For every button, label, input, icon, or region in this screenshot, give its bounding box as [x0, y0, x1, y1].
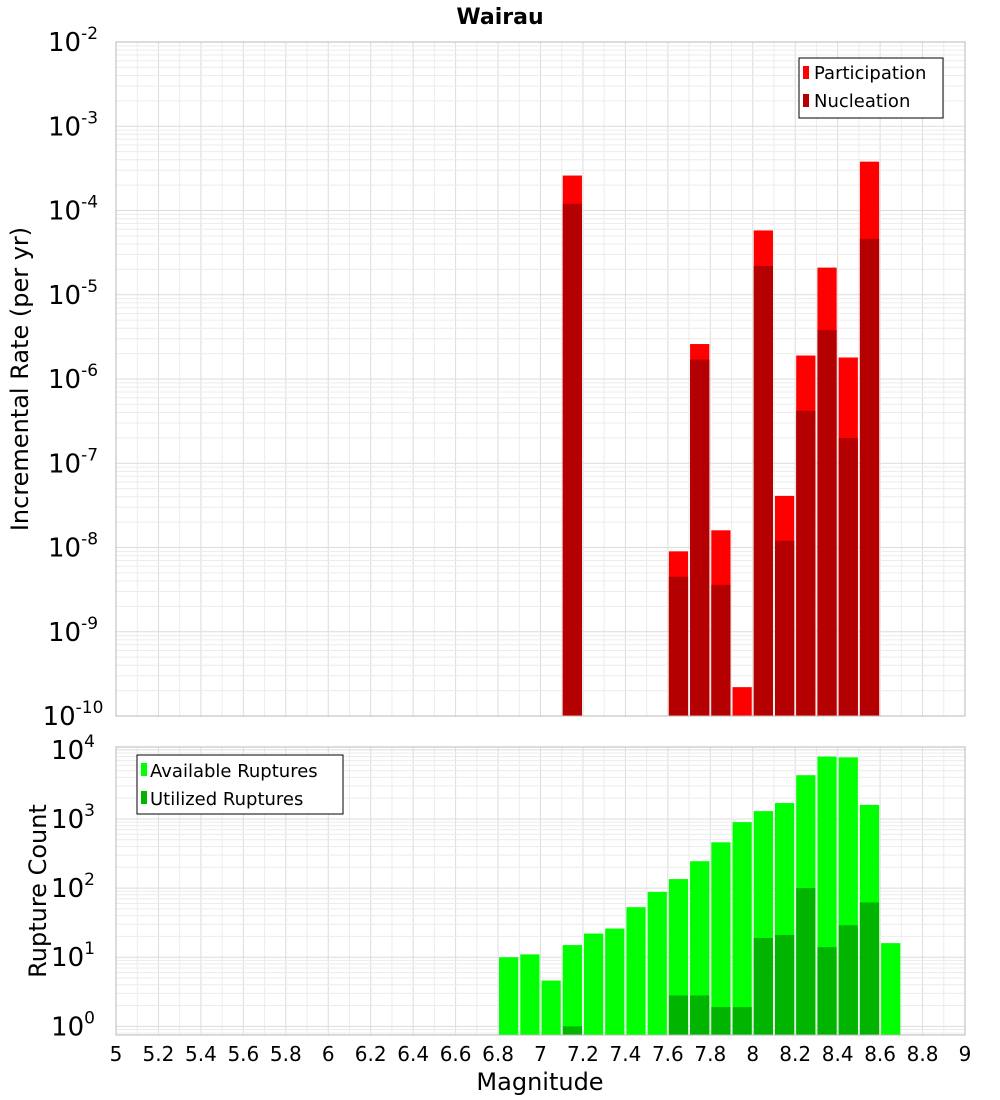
x-tick-label: 7 [534, 1042, 547, 1066]
count-y-tick-label: 104 [51, 732, 95, 766]
count-y-tick-label: 101 [51, 939, 95, 973]
legend-label-nucleation: Nucleation [814, 91, 910, 112]
count-bar-utilized-ruptures [562, 1026, 582, 1035]
x-tick-label: 6.8 [482, 1042, 514, 1066]
x-tick-label: 6 [322, 1042, 335, 1066]
rate-plot-y-axis-label: Incremental Rate (per yr) [6, 227, 34, 531]
rate-bar-nucleation [690, 359, 710, 716]
legend-swatch-available [141, 763, 147, 776]
count-y-tick-label: 102 [51, 870, 95, 904]
rate-bar-nucleation [774, 540, 795, 716]
legend-swatch-utilized [141, 791, 147, 804]
x-tick-label: 7.6 [652, 1042, 684, 1066]
count-bar-utilized-ruptures [817, 947, 837, 1035]
rate-y-tick-label: 10-5 [48, 277, 98, 311]
count-bar-available-ruptures [881, 943, 901, 1035]
rate-bar-nucleation [668, 576, 689, 716]
count-bar-available-ruptures [626, 907, 646, 1035]
count-plot-y-ticks: 104 103 102 101 100 [51, 732, 95, 1043]
count-plot-bars [499, 756, 901, 1035]
rate-plot-grid [115, 42, 966, 717]
x-tick-label: 6.4 [397, 1042, 429, 1066]
x-tick-label: 8.2 [779, 1042, 811, 1066]
rate-plot-y-ticks: 10-2 10-3 10-4 10-5 10-6 10-7 10-8 10-9 10-10 [43, 24, 104, 732]
x-tick-label: 5.8 [270, 1042, 302, 1066]
rate-y-tick-label: 10-2 [48, 24, 98, 58]
rate-bar-nucleation [859, 238, 880, 716]
legend-label-utilized: Utilized Ruptures [150, 789, 303, 810]
count-bar-utilized-ruptures [774, 934, 795, 1035]
rate-bar-nucleation [562, 203, 582, 716]
legend-label-available: Available Ruptures [150, 761, 318, 782]
x-tick-label: 7.4 [609, 1042, 641, 1066]
count-bar-utilized-ruptures [753, 937, 773, 1035]
count-bar-available-ruptures [562, 945, 582, 1035]
rate-bar-nucleation [817, 330, 837, 716]
rate-plot-legend-box [798, 57, 944, 119]
count-y-tick-label: 103 [51, 801, 95, 835]
rate-y-tick-label: 10-10 [43, 698, 104, 732]
x-tick-label: 8.8 [907, 1042, 939, 1066]
x-tick-label: 7.8 [694, 1042, 726, 1066]
count-bar-utilized-ruptures [796, 888, 816, 1035]
count-plot-frame [115, 746, 966, 1036]
x-tick-label: 6.6 [440, 1042, 472, 1066]
rate-plot-legend: Participation Nucleation [798, 57, 944, 119]
rate-bar-nucleation [711, 584, 731, 716]
rate-y-tick-label: 10-8 [48, 530, 98, 564]
count-plot-legend: Available Ruptures Utilized Ruptures [136, 754, 344, 815]
rate-y-tick-label: 10-3 [48, 108, 98, 142]
rate-y-tick-label: 10-6 [48, 361, 98, 395]
rate-plot-bars [562, 161, 880, 717]
legend-swatch-nucleation [803, 94, 809, 107]
count-bar-available-ruptures [583, 933, 604, 1035]
count-bar-available-ruptures [711, 842, 731, 1035]
legend-label-participation: Participation [814, 63, 926, 84]
count-plot-x-ticks: 5 5.2 5.4 5.6 5.8 6 6.2 6.4 6.6 6.8 7 7.2 7.4 7.6 7.8 8… [110, 1042, 972, 1066]
rate-plot: 10-2 10-3 10-4 10-5 10-6 10-7 10-8 10-9 10-10 In… [6, 24, 966, 732]
count-bar-available-ruptures [541, 980, 561, 1035]
rate-bar-nucleation [796, 410, 816, 716]
rate-y-tick-label: 10-4 [48, 193, 98, 227]
count-bar-utilized-ruptures [690, 995, 710, 1035]
x-tick-label: 7.2 [567, 1042, 599, 1066]
count-bar-available-ruptures [690, 861, 710, 1035]
rate-bar-participation [732, 687, 752, 716]
count-bar-available-ruptures [647, 891, 667, 1035]
count-bar-utilized-ruptures [732, 1007, 752, 1035]
count-bar-available-ruptures [732, 822, 752, 1035]
count-plot-y-axis-label: Rupture Count [24, 804, 52, 978]
legend-swatch-participation [803, 66, 809, 79]
rate-bar-nucleation [753, 265, 773, 716]
count-bar-available-ruptures [605, 928, 625, 1035]
x-tick-label: 8.6 [864, 1042, 896, 1066]
count-plot: 104 103 102 101 100 5 5.2 5.4 5.6 5.8 6 6.2 6.4 6.6 6… [24, 732, 971, 1096]
rate-plot-frame [115, 41, 966, 717]
count-bar-available-ruptures [499, 957, 519, 1035]
count-bar-utilized-ruptures [859, 902, 880, 1035]
x-tick-label: 5 [110, 1042, 123, 1066]
x-tick-label: 8.4 [822, 1042, 854, 1066]
count-y-tick-label: 100 [51, 1008, 95, 1042]
x-tick-label: 8 [746, 1042, 759, 1066]
x-tick-label: 5.2 [143, 1042, 175, 1066]
x-tick-label: 9 [959, 1042, 972, 1066]
rate-y-tick-label: 10-7 [48, 445, 98, 479]
chart-title: Wairau [456, 5, 543, 30]
count-bar-utilized-ruptures [838, 925, 858, 1035]
x-tick-label: 5.4 [185, 1042, 217, 1066]
rate-bar-nucleation [838, 437, 858, 716]
count-bar-utilized-ruptures [668, 995, 689, 1035]
x-tick-label: 5.6 [227, 1042, 259, 1066]
x-axis-label: Magnitude [476, 1068, 603, 1096]
x-tick-label: 6.2 [355, 1042, 387, 1066]
count-plot-legend-box [136, 754, 344, 815]
rate-y-tick-label: 10-9 [48, 614, 98, 648]
count-bar-available-ruptures [520, 954, 540, 1035]
count-bar-utilized-ruptures [711, 1007, 731, 1035]
